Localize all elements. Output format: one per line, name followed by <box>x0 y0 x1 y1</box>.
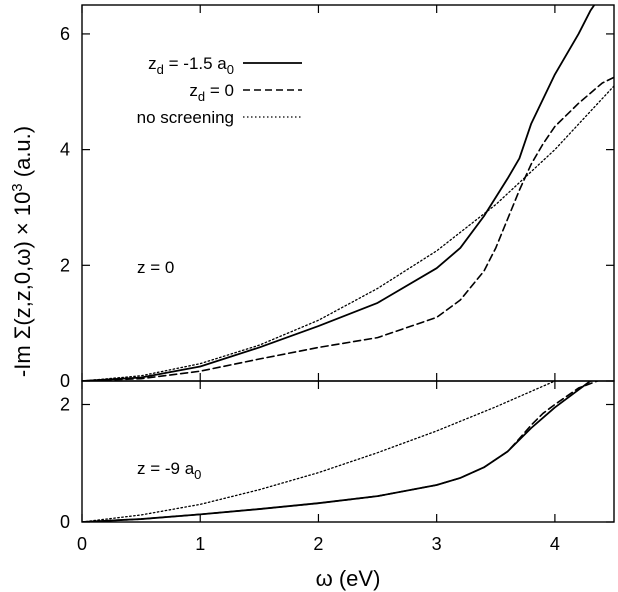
top-y-tick-label: 4 <box>60 140 70 160</box>
legend-label-solid: zd = -1.5 a0 <box>148 54 234 77</box>
legend: zd = -1.5 a0 zd = 0 no screening <box>137 54 302 127</box>
x-tick-label: 2 <box>313 534 323 554</box>
top-y-tick-label: 0 <box>60 371 70 391</box>
bottom-series-dashed <box>82 381 600 522</box>
bottom-panel: 02 <box>60 380 615 532</box>
x-axis-title: ω (eV) <box>316 566 381 591</box>
top-y-tick-label: 2 <box>60 255 70 275</box>
legend-label-dashed: zd = 0 <box>189 81 234 104</box>
top-series-dashed <box>82 76 614 381</box>
top-y-tick-label: 6 <box>60 24 70 44</box>
x-tick-label: 4 <box>550 534 560 554</box>
x-tick-label: 0 <box>77 534 87 554</box>
panel-label-top: z = 0 <box>137 258 174 277</box>
x-tick-label: 1 <box>195 534 205 554</box>
y-axis-title: -Im Σ(z,z,0,ω) × 103 (a.u.) <box>9 126 35 377</box>
x-axis: 0 1 2 3 4 <box>77 5 560 554</box>
panel-label-bottom: z = -9 a0 <box>137 459 201 482</box>
legend-label-dotted: no screening <box>137 108 234 127</box>
bottom-series-dotted <box>82 381 557 522</box>
bottom-panel-frame <box>81 380 615 523</box>
bottom-y-tick-label: 2 <box>60 395 70 415</box>
x-tick-label: 3 <box>432 534 442 554</box>
top-series-dotted <box>82 85 614 381</box>
top-series-solid <box>82 5 596 381</box>
bottom-y-tick-label: 0 <box>60 512 70 532</box>
top-panel: 0 2 4 6 <box>60 4 615 391</box>
